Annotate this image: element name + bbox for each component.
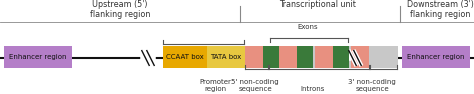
Text: CCAAT box: CCAAT box [166,54,204,60]
Bar [297,46,313,68]
Text: Transcriptional unit: Transcriptional unit [280,0,356,9]
Text: Exons: Exons [298,24,319,30]
Text: 5' non-coding
sequence: 5' non-coding sequence [231,79,279,92]
Bar [333,46,349,68]
Text: Enhancer region: Enhancer region [407,54,465,60]
Text: Promoter
region: Promoter region [199,79,231,92]
Bar [245,46,398,68]
Bar [245,46,263,68]
Bar [163,46,207,68]
Bar [351,46,369,68]
Text: Downstream (3')
flanking region: Downstream (3') flanking region [407,0,474,19]
Text: Enhancer region: Enhancer region [9,54,67,60]
Bar [207,46,245,68]
Text: TATA box: TATA box [210,54,242,60]
Bar [315,46,333,68]
Text: Introns: Introns [301,86,325,92]
Bar [4,46,72,68]
Text: Upstream (5')
flanking region: Upstream (5') flanking region [90,0,150,19]
Bar [263,46,279,68]
Bar [279,46,297,68]
Bar [402,46,470,68]
Text: 3' non-coding
sequence: 3' non-coding sequence [348,79,396,92]
